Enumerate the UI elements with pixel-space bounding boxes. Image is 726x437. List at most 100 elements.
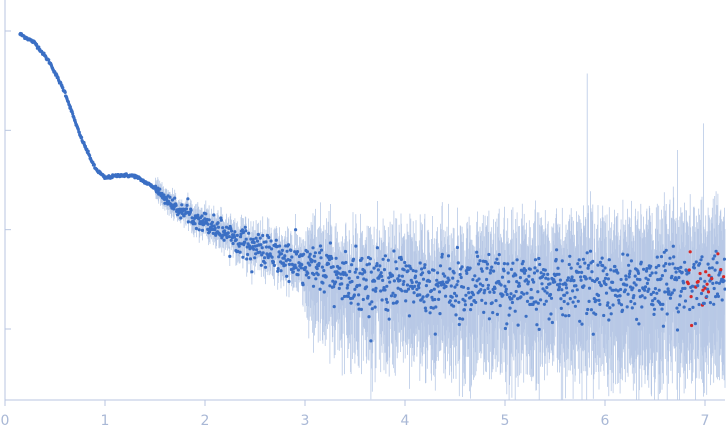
- data-point: [340, 297, 344, 301]
- data-point: [720, 298, 724, 302]
- data-point: [716, 294, 721, 298]
- data-point: [618, 294, 622, 298]
- data-point: [548, 292, 553, 297]
- data-point: [667, 290, 671, 294]
- data-point: [235, 233, 239, 237]
- data-point: [625, 305, 629, 309]
- data-point: [426, 293, 430, 297]
- data-point: [572, 278, 576, 283]
- data-point: [541, 287, 545, 291]
- data-point: [629, 259, 634, 263]
- data-point: [328, 284, 332, 288]
- data-point: [638, 278, 642, 282]
- data-point: [61, 86, 65, 90]
- data-point: [231, 241, 235, 246]
- data-point: [635, 317, 639, 321]
- data-point: [467, 291, 471, 295]
- data-point: [681, 286, 685, 291]
- data-point: [263, 261, 267, 265]
- data-point: [657, 264, 661, 268]
- data-point: [585, 251, 589, 255]
- data-point: [683, 260, 687, 264]
- data-point: [661, 324, 666, 328]
- data-point: [542, 302, 547, 306]
- data-point: [490, 265, 494, 269]
- data-point: [259, 263, 263, 267]
- data-point: [355, 284, 359, 288]
- data-point: [185, 203, 189, 207]
- data-point: [561, 313, 565, 317]
- data-point: [590, 270, 594, 274]
- data-point: [390, 274, 395, 278]
- data-point: [690, 284, 695, 288]
- data-point: [463, 303, 467, 307]
- data-point: [664, 262, 668, 266]
- data-point: [640, 294, 644, 298]
- data-point: [643, 296, 647, 300]
- data-point: [360, 272, 364, 276]
- data-point: [507, 313, 511, 317]
- data-point: [555, 248, 559, 252]
- data-point: [598, 260, 603, 264]
- data-point: [587, 263, 591, 267]
- data-point: [579, 278, 583, 282]
- data-point: [441, 280, 445, 284]
- data-point: [401, 282, 405, 286]
- data-point: [713, 254, 717, 258]
- data-point: [672, 288, 676, 292]
- data-point: [47, 58, 51, 62]
- data-point: [454, 294, 459, 298]
- data-point: [485, 277, 489, 282]
- data-point: [241, 230, 245, 235]
- data-point: [655, 255, 659, 259]
- data-point: [424, 284, 428, 288]
- data-point: [369, 339, 373, 343]
- data-point: [662, 264, 666, 268]
- data-point: [619, 277, 623, 282]
- data-point: [194, 226, 198, 231]
- data-point: [449, 284, 453, 288]
- data-point: [518, 276, 523, 280]
- data-point: [358, 283, 362, 287]
- data-point: [413, 274, 418, 278]
- data-point: [267, 235, 271, 240]
- data-point: [407, 314, 411, 318]
- data-point: [647, 287, 651, 291]
- data-point: [604, 291, 609, 295]
- data-point: [525, 291, 529, 295]
- data-point: [546, 272, 550, 276]
- data-point: [564, 286, 569, 290]
- data-point: [666, 287, 670, 291]
- outlier-point: [722, 275, 726, 279]
- data-point: [578, 265, 582, 269]
- data-point: [324, 275, 328, 279]
- data-point: [392, 279, 396, 283]
- data-point: [677, 303, 682, 307]
- data-point: [723, 287, 726, 291]
- data-point: [570, 275, 574, 279]
- x-tick-label: 4: [401, 413, 410, 429]
- data-point: [514, 289, 518, 294]
- data-point: [702, 301, 706, 305]
- data-point: [383, 254, 387, 258]
- data-point: [533, 258, 538, 262]
- data-point: [216, 221, 220, 225]
- data-point: [564, 283, 568, 287]
- data-point: [404, 264, 408, 268]
- data-point: [459, 275, 463, 280]
- data-point: [350, 279, 354, 284]
- x-tick-label: 0: [1, 413, 10, 429]
- data-point: [581, 257, 586, 261]
- data-point: [379, 289, 383, 293]
- data-point: [200, 228, 205, 232]
- data-point: [237, 244, 241, 248]
- data-point: [715, 261, 719, 265]
- data-point: [366, 294, 370, 298]
- data-point: [677, 275, 681, 280]
- data-point: [548, 282, 552, 286]
- data-point: [668, 296, 673, 300]
- data-point: [682, 281, 686, 285]
- data-point: [714, 295, 718, 299]
- data-point: [307, 276, 311, 280]
- data-point: [573, 295, 577, 299]
